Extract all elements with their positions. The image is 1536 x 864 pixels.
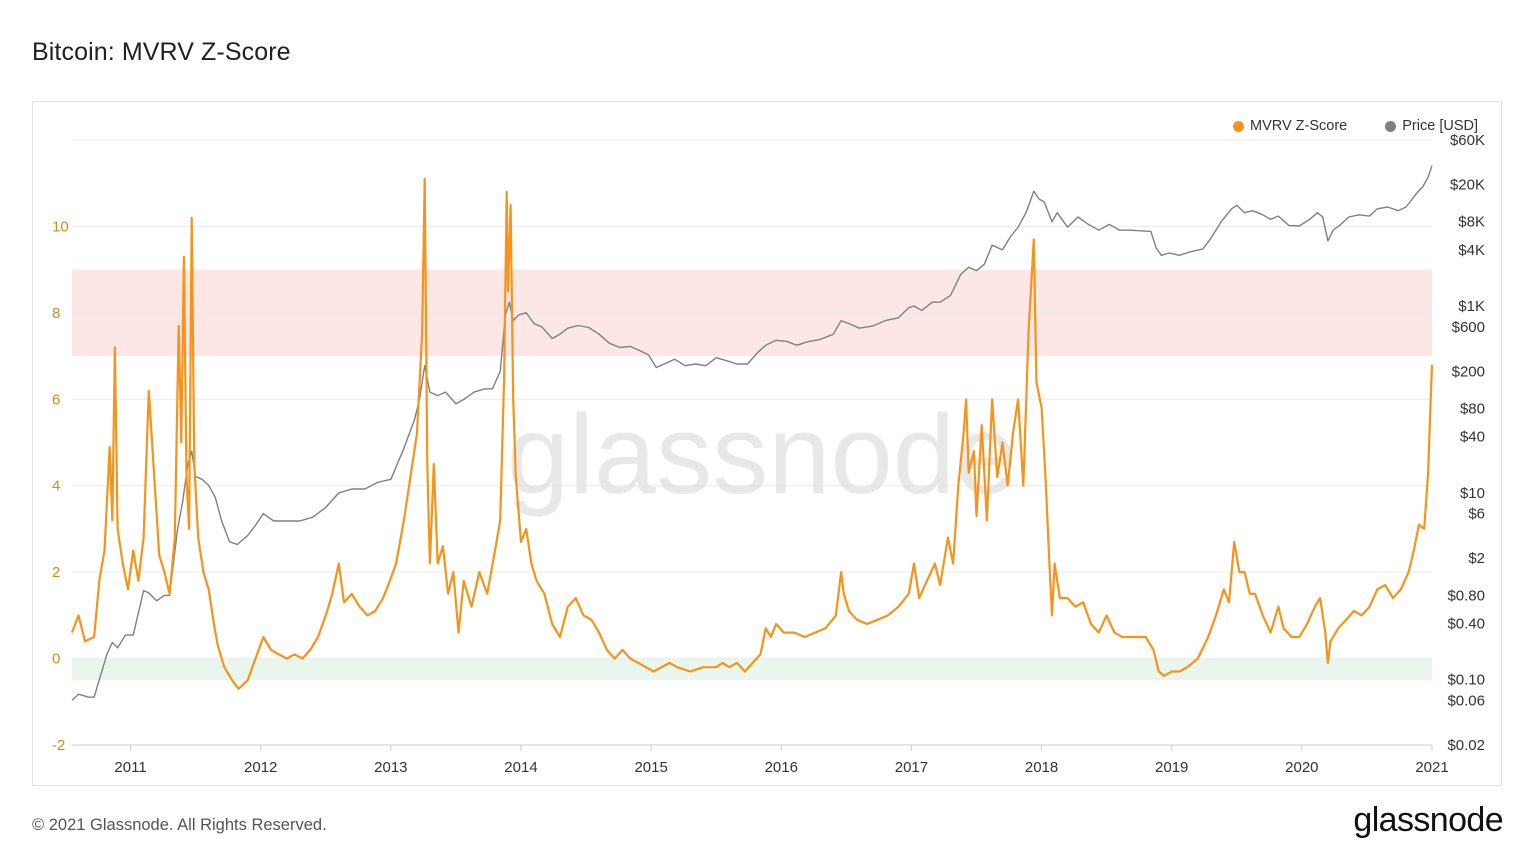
right-tick-label: $1K <box>1458 298 1485 315</box>
x-tick-label: 2019 <box>1155 759 1188 776</box>
x-tick-label: 2015 <box>634 759 667 776</box>
x-tick-label: 2014 <box>504 759 537 776</box>
right-tick-label: $600 <box>1452 319 1485 336</box>
chart-legend: MVRV Z-Score Price [USD] <box>1233 118 1478 134</box>
right-tick-label: $0.02 <box>1447 737 1485 754</box>
legend-label-price: Price [USD] <box>1402 118 1478 134</box>
right-tick-label: $0.10 <box>1447 672 1485 689</box>
legend-dot-zscore <box>1233 120 1245 132</box>
x-tick-label: 2021 <box>1415 759 1448 776</box>
footer-copyright: © 2021 Glassnode. All Rights Reserved. <box>32 816 327 834</box>
right-tick-label: $0.40 <box>1447 615 1485 632</box>
legend-label-zscore: MVRV Z-Score <box>1250 118 1348 134</box>
right-tick-label: $40 <box>1460 429 1485 446</box>
left-tick-label: -2 <box>52 737 65 754</box>
right-tick-label: $8K <box>1458 214 1485 231</box>
left-tick-label: 8 <box>52 305 60 322</box>
left-tick-label: 6 <box>52 391 60 408</box>
x-tick-label: 2012 <box>244 759 277 776</box>
right-tick-label: $60K <box>1450 132 1485 149</box>
x-tick-label: 2018 <box>1025 759 1058 776</box>
x-tick-label: 2017 <box>895 759 928 776</box>
right-tick-label: $80 <box>1460 401 1485 418</box>
right-tick-label: $20K <box>1450 177 1485 194</box>
brand-logo[interactable]: glassnode <box>1353 801 1503 839</box>
watermark: glassnode <box>507 392 1018 517</box>
band-buy-zone <box>72 658 1432 681</box>
legend-item-price[interactable]: Price [USD] <box>1385 118 1478 134</box>
x-tick-label: 2020 <box>1285 759 1318 776</box>
right-tick-label: $200 <box>1452 363 1485 380</box>
x-tick-label: 2011 <box>114 759 146 776</box>
x-tick-label: 2013 <box>374 759 407 776</box>
right-tick-label: $10 <box>1460 485 1485 502</box>
left-tick-label: 2 <box>52 564 60 581</box>
x-tick-label: 2016 <box>765 759 798 776</box>
right-tick-label: $2 <box>1468 550 1485 567</box>
right-tick-label: $4K <box>1458 242 1485 259</box>
right-tick-label: $0.80 <box>1447 587 1485 604</box>
right-tick-label: $0.06 <box>1447 692 1485 709</box>
series-line-price <box>71 165 1433 701</box>
series-line-mvrv-zscore <box>70 177 1434 690</box>
left-tick-label: 0 <box>52 651 60 668</box>
left-tick-label: 4 <box>52 478 60 495</box>
right-tick-label: $6 <box>1468 506 1485 523</box>
page-title: Bitcoin: MVRV Z-Score <box>32 38 291 66</box>
legend-dot-price <box>1385 120 1397 132</box>
legend-item-zscore[interactable]: MVRV Z-Score <box>1233 118 1347 134</box>
left-tick-label: 10 <box>52 218 69 235</box>
